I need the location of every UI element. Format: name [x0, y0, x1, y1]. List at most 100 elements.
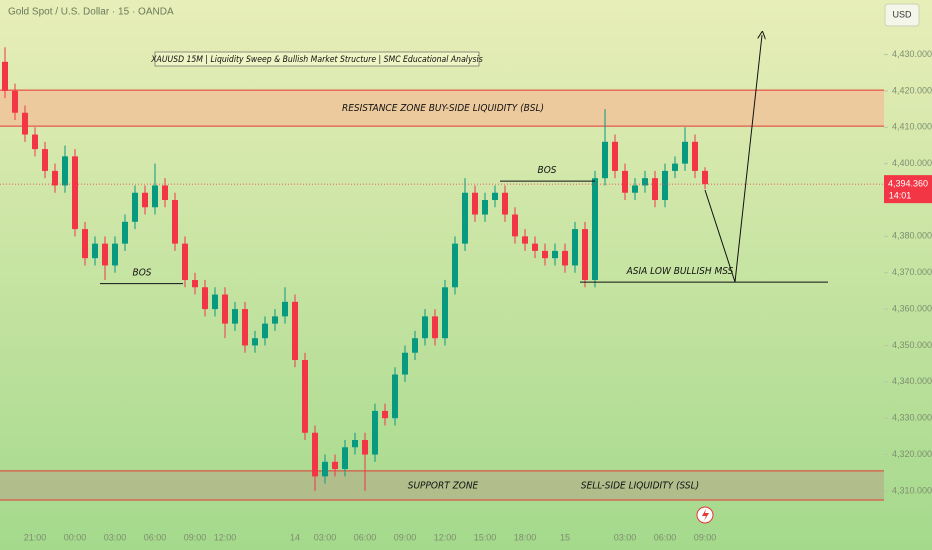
y-tick-label: 4,350.000 — [892, 340, 932, 350]
candle-body — [252, 338, 258, 346]
x-tick-label: 09:00 — [694, 532, 717, 542]
candle-body — [262, 323, 268, 339]
candle-body — [382, 410, 388, 419]
candle-body — [72, 156, 78, 230]
x-tick-label: 18:00 — [514, 532, 537, 542]
candle-body — [492, 192, 498, 200]
projection-arrow — [704, 35, 762, 283]
candle-body — [52, 170, 58, 186]
zone-label: SUPPORT ZONE — [408, 480, 479, 491]
x-tick-label: 03:00 — [614, 532, 637, 542]
candle-body — [342, 447, 348, 470]
candle-body — [552, 250, 558, 259]
x-tick-label: 03:00 — [104, 532, 127, 542]
candle-body — [192, 280, 198, 288]
candle-body — [632, 185, 638, 193]
candle-body — [622, 170, 628, 193]
x-tick-label: 06:00 — [354, 532, 377, 542]
x-tick-label: 06:00 — [654, 532, 677, 542]
candle-body — [662, 170, 668, 200]
candle-body — [702, 170, 708, 185]
candle-body — [612, 141, 618, 171]
x-tick-label: 00:00 — [64, 532, 87, 542]
x-tick-label: 15:00 — [474, 532, 497, 542]
candle-body — [692, 141, 698, 171]
candle-body — [112, 243, 118, 266]
candle-body — [332, 461, 338, 470]
x-tick-label: 12:00 — [434, 532, 457, 542]
candle-body — [102, 243, 108, 266]
candle-body — [502, 192, 508, 215]
candle-body — [422, 316, 428, 339]
candle-body — [482, 200, 488, 215]
price-tag-countdown: 14:01 — [889, 191, 912, 201]
candle-body — [322, 461, 328, 477]
x-tick-label: 14 — [290, 532, 300, 542]
y-tick-label: 4,400.000 — [892, 158, 932, 168]
y-tick-label: 4,370.000 — [892, 267, 932, 277]
candle-body — [172, 200, 178, 244]
y-tick-label: 4,340.000 — [892, 376, 932, 386]
y-tick-label: 4,330.000 — [892, 413, 932, 423]
lightning-glyph — [702, 509, 709, 521]
candle-body — [32, 134, 38, 150]
candle-body — [512, 214, 518, 237]
zone — [0, 90, 884, 127]
y-tick-label: 4,430.000 — [892, 49, 932, 59]
currency: USD — [892, 9, 912, 19]
level-label: BOS — [538, 165, 557, 176]
candle-body — [462, 192, 468, 244]
candle-body — [602, 141, 608, 179]
candle-body — [22, 112, 28, 135]
candle-body — [62, 156, 68, 186]
zone-label-secondary: SELL-SIDE LIQUIDITY (SSL) — [581, 480, 699, 491]
candle-body — [372, 410, 378, 455]
candle-body — [42, 149, 48, 171]
x-tick-label: 21:00 — [24, 532, 47, 542]
candle-body — [682, 141, 688, 164]
x-tick-label: 03:00 — [314, 532, 337, 542]
symbol-header: Gold Spot / U.S. Dollar · 15 · OANDA — [8, 7, 174, 18]
price-tag-value: 4,394.360 — [888, 179, 928, 189]
y-tick-label: 4,320.000 — [892, 449, 932, 459]
candle-body — [542, 250, 548, 259]
zone — [0, 470, 884, 500]
candle-body — [182, 243, 188, 280]
candle-body — [352, 440, 358, 448]
y-tick-label: 4,380.000 — [892, 231, 932, 241]
title-box — [154, 51, 480, 67]
candle-body — [472, 192, 478, 215]
candle-body — [522, 236, 528, 244]
candle-body — [642, 178, 648, 186]
candle-body — [12, 90, 18, 113]
candle-body — [202, 287, 208, 310]
candle-body — [362, 440, 368, 455]
candle-body — [572, 229, 578, 266]
candle-body — [532, 243, 538, 251]
candle-body — [652, 178, 658, 200]
candle-body — [282, 301, 288, 317]
x-tick-label: 15 — [560, 532, 570, 542]
y-tick-label: 4,420.000 — [892, 85, 932, 95]
candle-body — [292, 301, 298, 360]
candle-body — [412, 338, 418, 353]
candle-body — [402, 352, 408, 375]
chart-title: XAUUSD 15M | Liquidity Sweep & Bullish M… — [150, 55, 483, 65]
candle-body — [162, 185, 168, 200]
candle-body — [672, 163, 678, 171]
candle-body — [242, 309, 248, 346]
y-tick-label: 4,410.000 — [892, 122, 932, 132]
price-tag — [884, 175, 932, 204]
candle-body — [212, 294, 218, 310]
candle-body — [582, 229, 588, 280]
candle-body — [592, 178, 598, 280]
x-tick-label: 12:00 — [214, 532, 237, 542]
candle-body — [312, 432, 318, 477]
candle-body — [92, 243, 98, 259]
candle-body — [152, 185, 158, 208]
candle-body — [562, 250, 568, 266]
candle-body — [232, 309, 238, 324]
candle-body — [142, 192, 148, 208]
candle-body — [272, 316, 278, 324]
